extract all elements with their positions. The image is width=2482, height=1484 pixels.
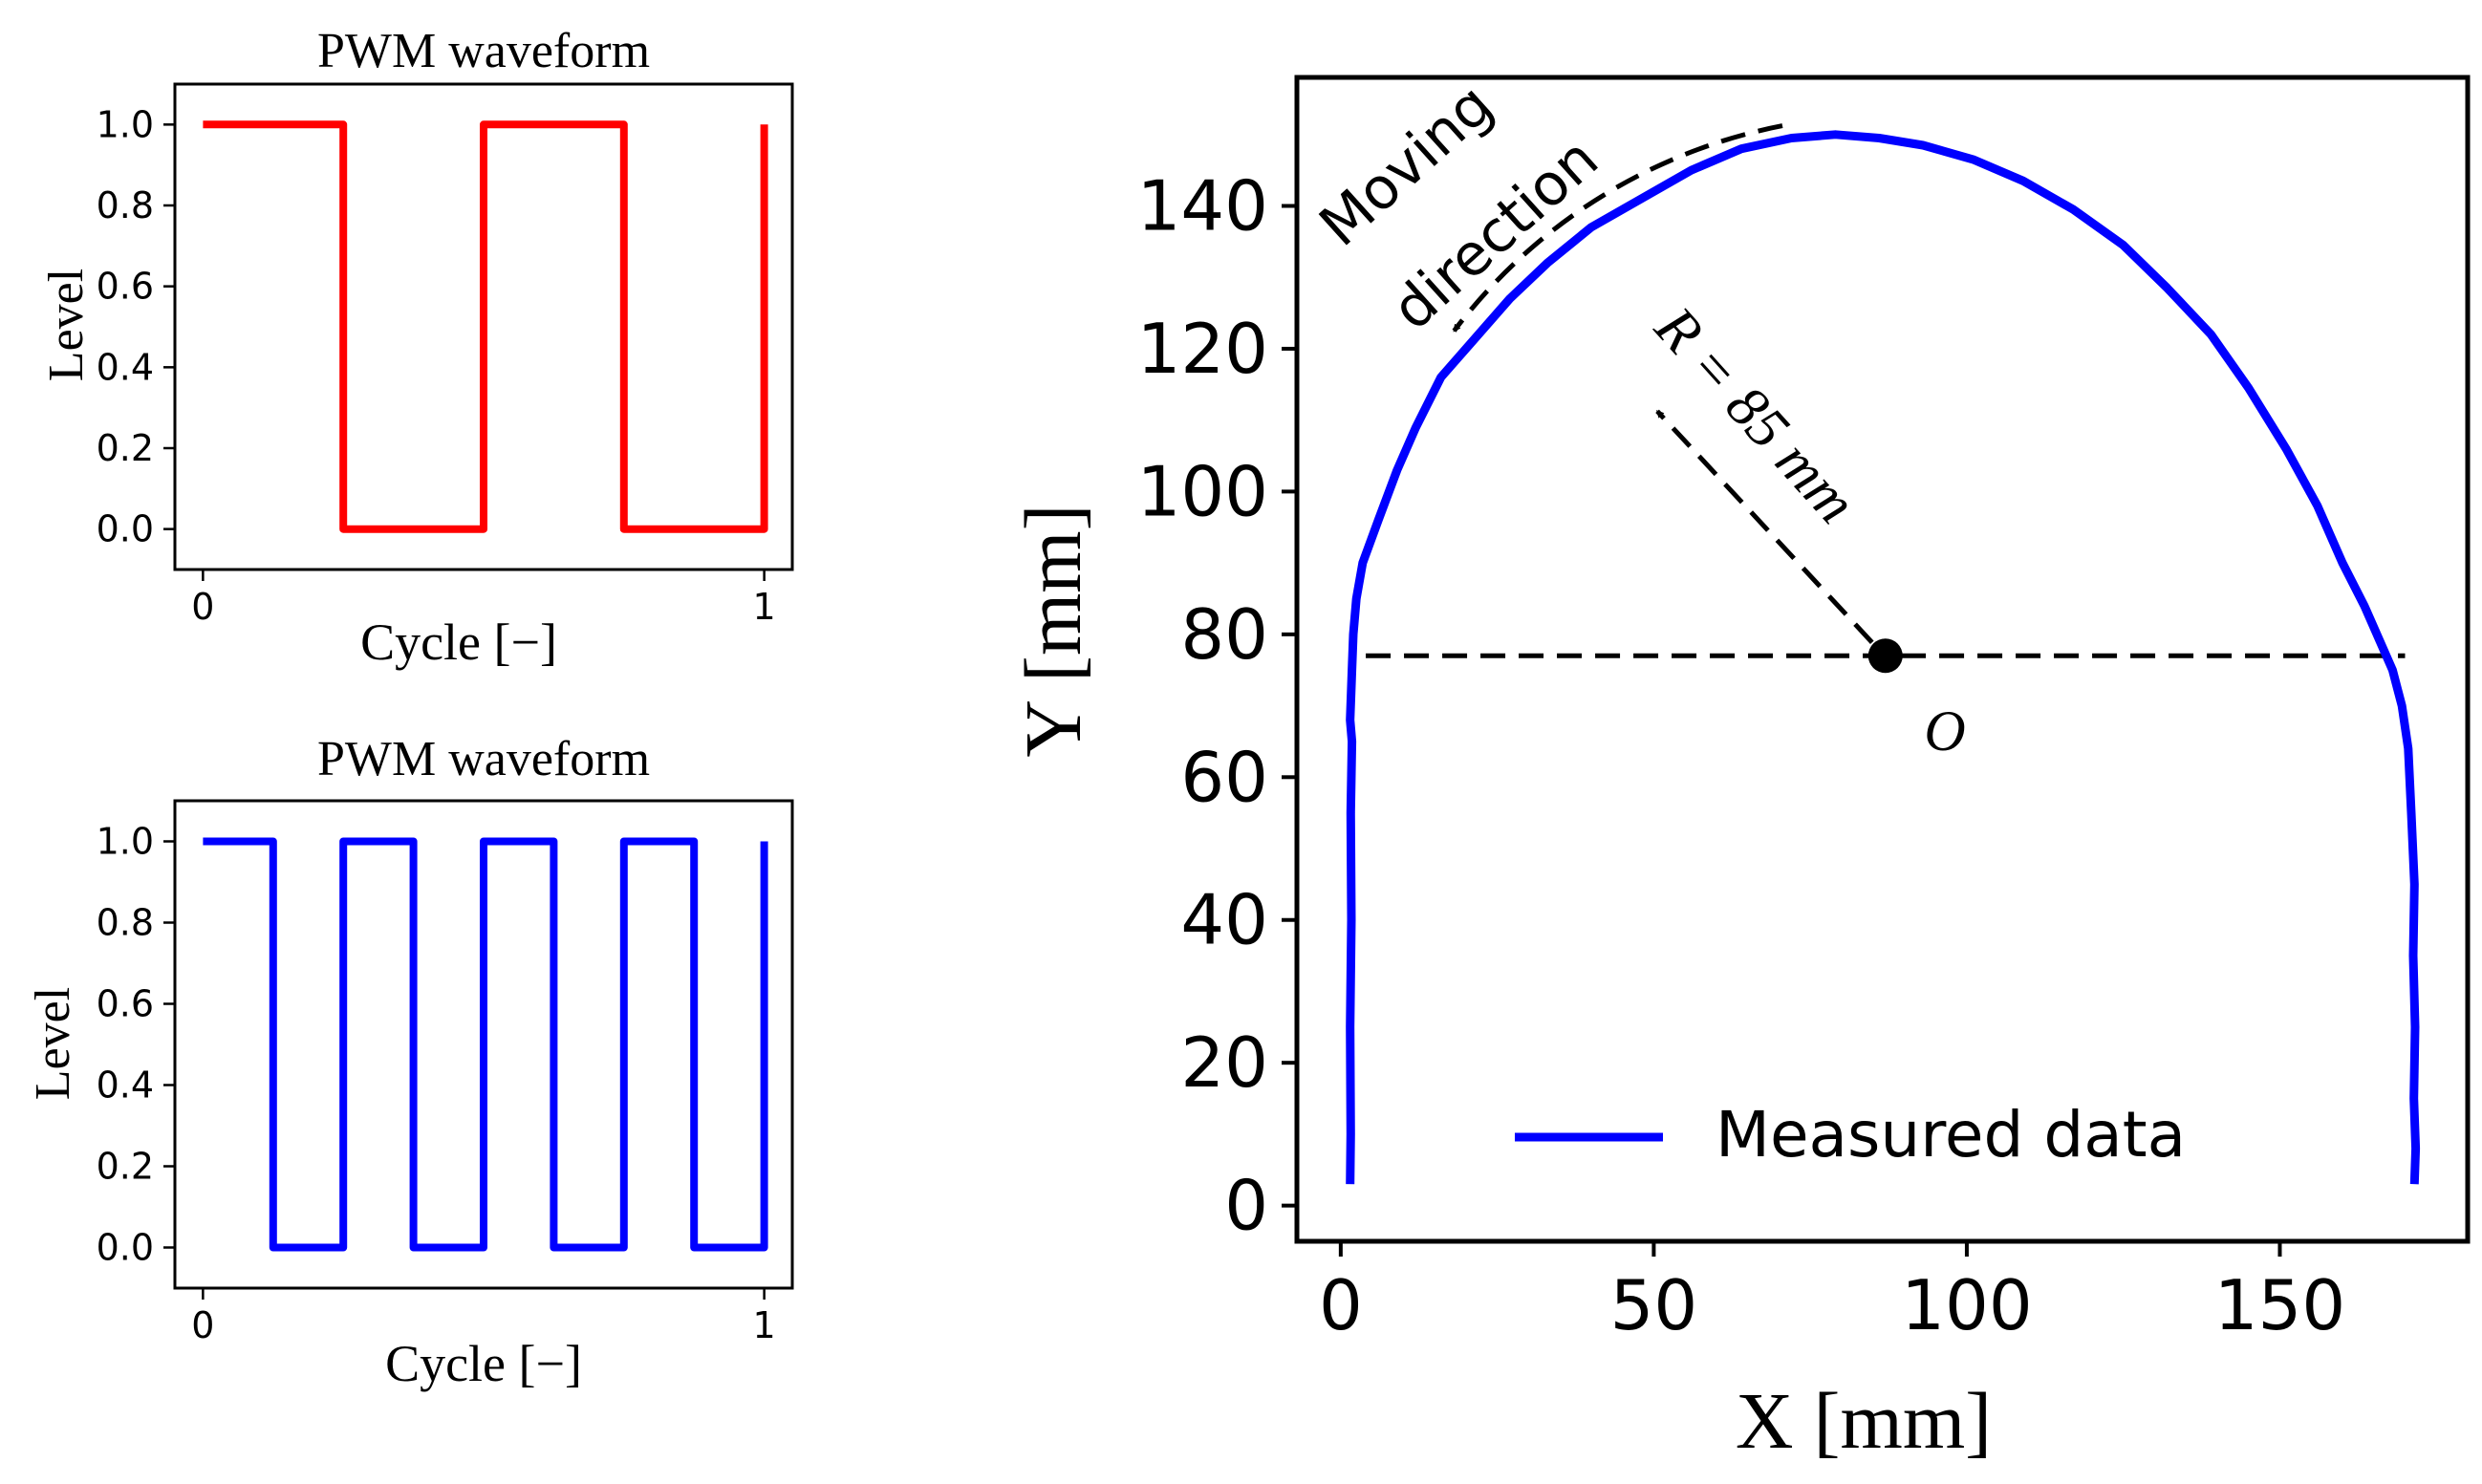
radius-arrow xyxy=(1655,409,1874,644)
y-tick-label: 0.6 xyxy=(97,983,154,1025)
y-tick-label: 20 xyxy=(1180,1022,1268,1103)
plot-frame xyxy=(173,82,794,571)
y-tick-label: 0.8 xyxy=(97,902,154,944)
radius-label: R = 85 mm xyxy=(1642,294,1868,536)
y-tick-label: 60 xyxy=(1180,737,1268,817)
direction-arrow xyxy=(1452,123,1783,333)
y-tick-label: 0.6 xyxy=(97,266,154,308)
legend: Measured data xyxy=(1515,1098,2186,1172)
y-tick-label: 80 xyxy=(1180,594,1268,675)
x-tick-label: 1 xyxy=(753,586,776,628)
pwm-chart-top: PWM waveform 0.0 0.2 0.4 0.6 0.8 1.0 0 1 Cycle … xyxy=(39,24,794,671)
x-tick-label: 0 xyxy=(191,586,214,628)
x-axis-label: X [mm] xyxy=(1736,1377,1992,1466)
plot-frame xyxy=(1294,75,2471,1244)
y-tick-label: 0.0 xyxy=(97,508,154,550)
center-label: O xyxy=(1924,699,1965,763)
series-line xyxy=(203,120,768,533)
x-tick-label: 50 xyxy=(1610,1265,1698,1345)
y-tick-label: 140 xyxy=(1137,166,1268,247)
y-axis-label: Level xyxy=(39,269,94,381)
plot-frame xyxy=(173,799,794,1290)
x-tick-label: 0 xyxy=(1319,1265,1363,1345)
x-tick-label: 1 xyxy=(753,1304,776,1346)
x-tick-label: 150 xyxy=(2214,1265,2345,1345)
pwm-chart-bottom: PWM waveform 0.0 0.2 0.4 0.6 0.8 1.0 0 1 Cycle … xyxy=(26,732,794,1392)
x-tick-label: 100 xyxy=(1901,1265,2032,1345)
center-point xyxy=(1867,638,1903,674)
trajectory-chart: 0 20 40 60 80 100 120 140 0 50 100 150 Measured dat… xyxy=(1009,72,2471,1466)
y-axis-label: Level xyxy=(26,987,80,1100)
chart-title: PWM waveform xyxy=(317,732,650,786)
y-tick-label: 1.0 xyxy=(97,821,154,863)
y-tick-label: 0 xyxy=(1224,1166,1268,1246)
y-tick-label: 0.4 xyxy=(97,346,154,388)
x-tick-label: 0 xyxy=(191,1304,214,1346)
y-tick-label: 0.2 xyxy=(97,427,154,469)
chart-title: PWM waveform xyxy=(317,24,650,78)
y-tick-label: 1.0 xyxy=(97,103,154,145)
series-line xyxy=(1346,130,2421,1185)
y-tick-label: 0.8 xyxy=(97,184,154,226)
x-axis-label: Cycle [−] xyxy=(360,613,557,671)
x-axis-label: Cycle [−] xyxy=(385,1335,582,1392)
y-tick-label: 0.4 xyxy=(97,1065,154,1107)
y-axis-label: Y [mm] xyxy=(1009,504,1098,757)
y-tick-label: 120 xyxy=(1137,309,1268,389)
y-tick-label: 100 xyxy=(1137,451,1268,531)
legend-label: Measured data xyxy=(1716,1098,2186,1172)
y-tick-label: 40 xyxy=(1180,880,1268,960)
series-line xyxy=(203,837,768,1252)
y-tick-label: 0.0 xyxy=(97,1227,154,1269)
y-tick-label: 0.2 xyxy=(97,1146,154,1188)
